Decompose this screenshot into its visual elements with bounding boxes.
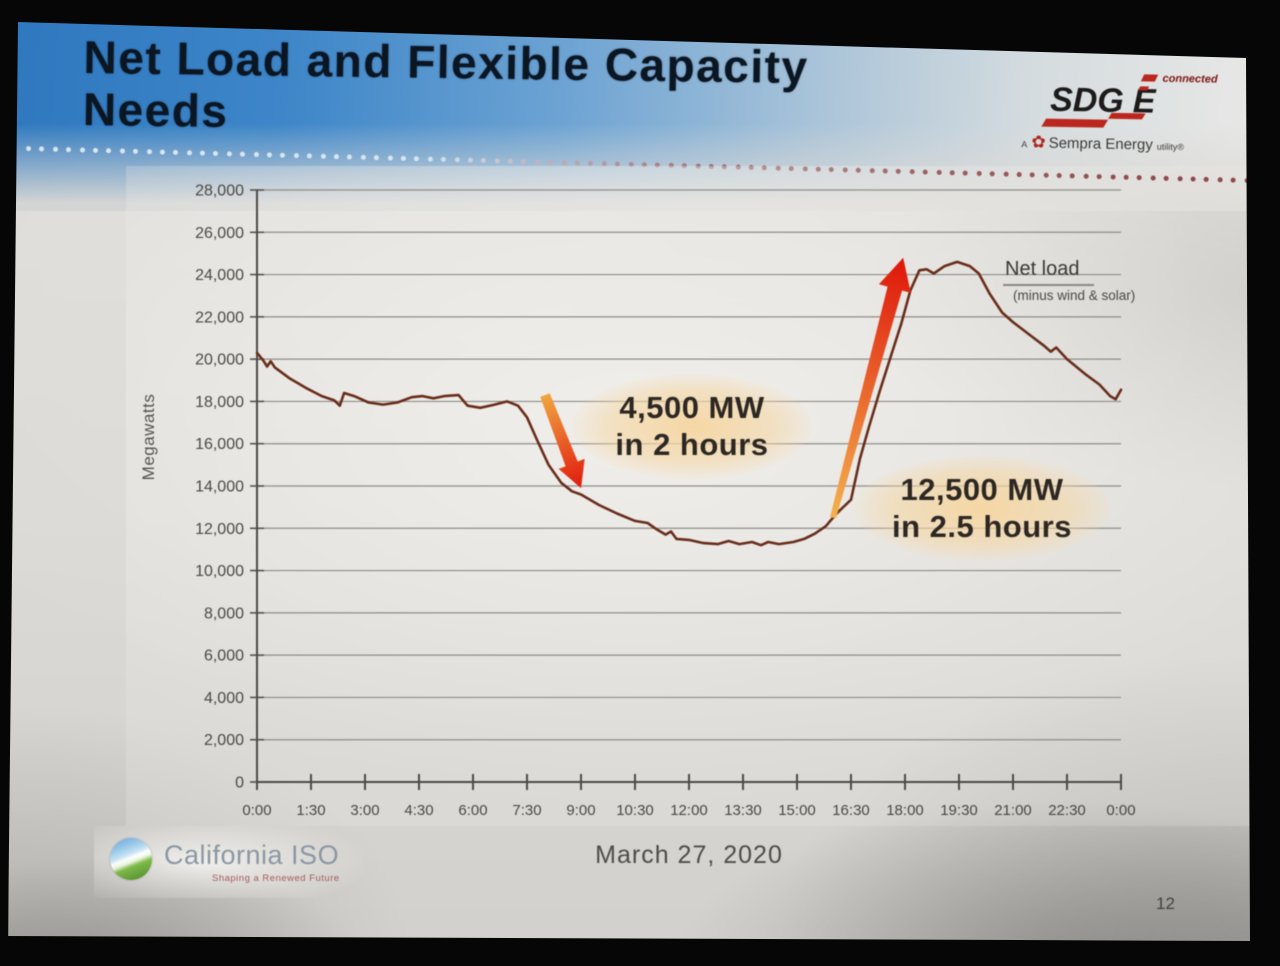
sdge-red-accent-icon [1140, 74, 1159, 82]
svg-text:8,000: 8,000 [204, 605, 244, 622]
svg-text:4:30: 4:30 [404, 802, 433, 819]
page-number: 12 [1156, 894, 1175, 913]
annotation-morning-line1: 4,500 MW [619, 390, 765, 425]
svg-text:0:00: 0:00 [242, 802, 271, 819]
sempra-flame-icon: ✿ [1031, 132, 1046, 152]
svg-text:28,000: 28,000 [195, 183, 244, 200]
caiso-name: California ISO [164, 840, 340, 870]
annotation-evening-line1: 12,500 MW [900, 472, 1064, 507]
evening-ramp-up-arrow [830, 257, 911, 519]
caiso-globe-icon [110, 838, 152, 880]
svg-text:10,000: 10,000 [195, 563, 244, 580]
sempra-brand: Sempra Energy [1048, 134, 1153, 154]
svg-text:2,000: 2,000 [204, 732, 244, 749]
svg-text:19:30: 19:30 [940, 802, 978, 819]
svg-text:March 27, 2020: March 27, 2020 [595, 841, 783, 869]
caiso-tagline: Shaping a Renewed Future [212, 873, 340, 884]
svg-text:22:30: 22:30 [1048, 802, 1086, 819]
svg-text:9:00: 9:00 [566, 802, 595, 819]
svg-text:0: 0 [235, 775, 244, 792]
california-iso-logo: California ISO Shaping a Renewed Future [94, 826, 364, 898]
sdge-bolt-icon [1137, 86, 1149, 91]
svg-text:26,000: 26,000 [195, 225, 244, 242]
net-load-title: Net load [1003, 258, 1094, 286]
slide-title: Net Load and Flexible Capacity Needs [83, 31, 1004, 148]
svg-text:20,000: 20,000 [195, 352, 244, 369]
svg-text:6:00: 6:00 [458, 802, 487, 819]
series-label-net-load: Net load (minus wind & solar) [1003, 258, 1135, 303]
sempra-suffix: utility® [1156, 141, 1185, 153]
svg-text:24,000: 24,000 [195, 267, 244, 284]
sdge-logo: connected SDG E A ✿ Sempra Energy utility® [1013, 54, 1230, 163]
svg-text:18,000: 18,000 [195, 394, 244, 411]
svg-text:1:30: 1:30 [296, 802, 325, 819]
svg-text:16:30: 16:30 [832, 802, 870, 819]
sdge-red-bar2-icon [1108, 112, 1146, 120]
svg-text:12:00: 12:00 [670, 802, 708, 819]
svg-text:4,000: 4,000 [204, 690, 244, 707]
annotation-morning-ramp: 4,500 MW in 2 hours [572, 374, 812, 480]
sempra-energy-tagline: A ✿ Sempra Energy utility® [1021, 132, 1184, 155]
annotation-morning-line2: in 2 hours [615, 426, 769, 462]
svg-text:7:30: 7:30 [512, 802, 541, 819]
net-load-subtitle: (minus wind & solar) [1013, 288, 1136, 303]
svg-text:21:00: 21:00 [994, 802, 1032, 819]
svg-text:10:30: 10:30 [616, 802, 654, 819]
morning-ramp-down-arrow [540, 393, 585, 489]
svg-text:13:30: 13:30 [724, 802, 762, 819]
svg-text:Megawatts: Megawatts [139, 394, 158, 481]
svg-text:3:00: 3:00 [350, 802, 379, 819]
sempra-prefix: A [1021, 139, 1028, 150]
svg-text:18:00: 18:00 [886, 802, 924, 819]
sdge-connected-text: connected [1162, 72, 1218, 86]
sdge-red-bar-icon [1041, 118, 1109, 128]
net-load-chart: 0 2,000 4,000 6,000 8,000 10,000 12,000 14,000 1… [139, 183, 1136, 870]
svg-text:6,000: 6,000 [204, 648, 244, 665]
svg-text:14,000: 14,000 [195, 479, 244, 496]
annotation-evening-line2: in 2.5 hours [892, 508, 1072, 544]
svg-text:12,000: 12,000 [195, 521, 244, 538]
annotation-evening-ramp: 12,500 MW in 2.5 hours [854, 456, 1110, 562]
svg-text:15:00: 15:00 [778, 802, 816, 819]
svg-text:22,000: 22,000 [195, 309, 244, 326]
svg-text:16,000: 16,000 [195, 436, 244, 453]
slide: Net Load and Flexible Capacity Needs con… [8, 22, 1250, 941]
svg-text:0:00: 0:00 [1106, 802, 1135, 819]
